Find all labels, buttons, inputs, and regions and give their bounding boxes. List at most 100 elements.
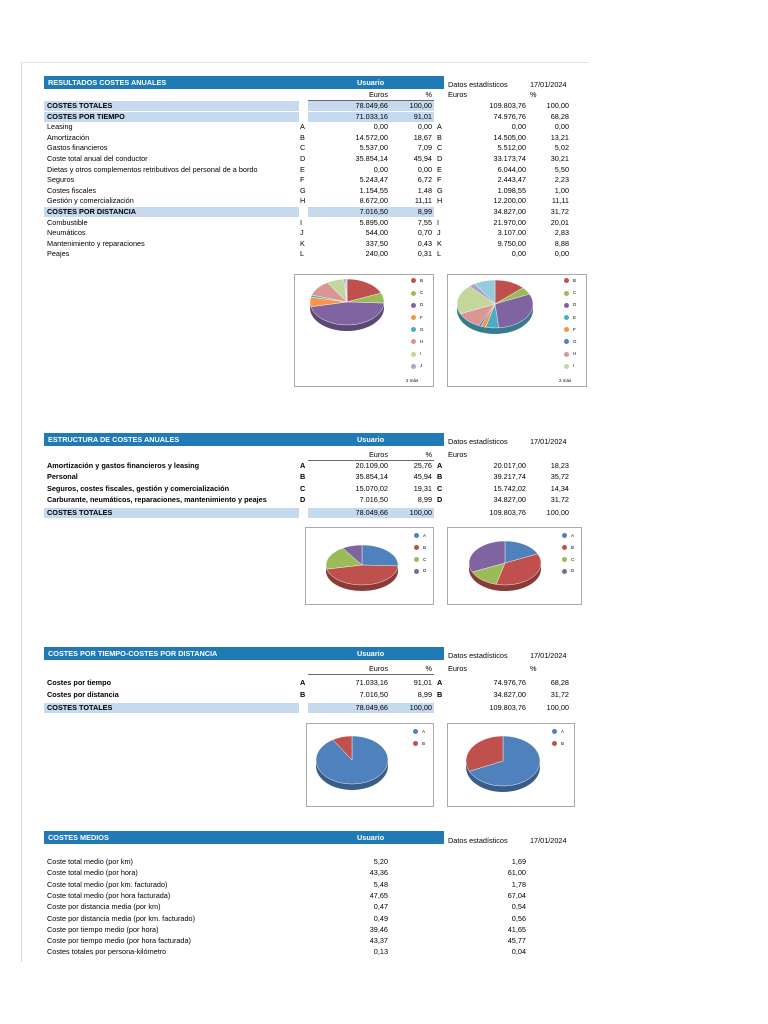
average-user-value: 5,48 xyxy=(373,879,388,889)
stats-label: Datos estadísticos xyxy=(448,437,508,446)
row-stats-pct: 18,23 xyxy=(550,461,569,470)
report-date: 17/01/2024 xyxy=(530,80,567,89)
legend-more[interactable]: 2 más xyxy=(559,377,572,383)
legend-marker xyxy=(564,351,569,357)
row-user-pct: 11,11 xyxy=(414,196,432,206)
legend-label: A xyxy=(561,729,565,734)
row-code: G xyxy=(300,185,306,195)
legend-item: D xyxy=(414,568,426,574)
row-stats-pct: 31,72 xyxy=(550,207,569,216)
row-stats-code: J xyxy=(437,228,441,238)
row-stats-code: C xyxy=(437,143,443,153)
pie-slice-A xyxy=(361,544,399,567)
user-column-label: Usuario xyxy=(357,435,385,444)
total-stats-euros: 109.803,76 xyxy=(489,508,526,517)
legend-item: D xyxy=(411,302,423,308)
row-stats-code: F xyxy=(437,175,442,185)
row-stats-euros: 39.217,74 xyxy=(493,472,526,482)
pie-slice-D xyxy=(494,293,534,329)
row-label: Neumáticos xyxy=(47,228,86,238)
section-header: RESULTADOS COSTES ANUALES Usuario xyxy=(44,76,444,89)
legend-marker xyxy=(413,741,418,747)
row-user-pct: 45,94 xyxy=(413,472,432,482)
row-user-euros: 5.243,47 xyxy=(359,175,388,185)
row-label: Combustible xyxy=(47,217,88,227)
legend-marker xyxy=(564,327,569,333)
pct-header: % xyxy=(425,90,433,99)
row-code: L xyxy=(300,249,305,259)
legend-item: F xyxy=(564,327,576,333)
legend-item: B xyxy=(564,278,577,284)
row-user-pct: 8,99 xyxy=(417,689,432,699)
row-stats-euros: 20.017,00 xyxy=(493,461,526,470)
row-user-pct: 18,67 xyxy=(413,132,432,142)
legend-more[interactable]: 2 más xyxy=(406,377,419,383)
pct-header: % xyxy=(425,664,433,673)
row-code: B xyxy=(300,132,305,142)
row-user-pct: 0,43 xyxy=(417,238,432,248)
row-user-pct: 91,01 xyxy=(413,678,432,687)
legend-label: C xyxy=(420,290,424,296)
legend-marker xyxy=(414,545,419,551)
legend-label: B xyxy=(573,278,577,283)
row-stats-pct: 100,00 xyxy=(546,101,569,110)
row-band-label xyxy=(44,101,299,111)
row-stats-code: D xyxy=(437,154,443,163)
legend-marker xyxy=(562,568,567,574)
row-code: J xyxy=(300,228,304,238)
euros-header: Euros xyxy=(368,664,388,673)
row-stats-pct: 68,28 xyxy=(550,678,569,687)
average-label: Coste total medio (por hora facturada) xyxy=(47,890,171,900)
legend-item: E xyxy=(564,315,576,320)
legend-item: G xyxy=(564,339,577,345)
legend-item: D xyxy=(562,568,574,574)
legend-marker xyxy=(564,339,569,345)
row-code: A xyxy=(300,461,306,470)
row-label: Costes por distancia xyxy=(47,689,119,699)
section-title: RESULTADOS COSTES ANUALES xyxy=(48,78,167,87)
row-user-pct: 0,00 xyxy=(417,122,432,132)
row-stats-euros: 21.970,00 xyxy=(493,217,526,227)
legend-label: B xyxy=(422,740,426,746)
pie-slice-B xyxy=(332,735,353,761)
row-label: Carburante, neumáticos, reparaciones, ma… xyxy=(47,494,267,504)
legend-item: B xyxy=(552,741,564,747)
average-label: Coste total medio (por km) xyxy=(47,857,133,866)
row-stats-pct: 8,88 xyxy=(554,238,569,248)
average-user-value: 5,20 xyxy=(373,857,388,866)
pie-side xyxy=(466,761,540,792)
row-label: Amortización y gastos financieros y leas… xyxy=(47,461,200,470)
section-title: COSTES MEDIOS xyxy=(48,833,109,842)
row-stats-pct: 68,28 xyxy=(550,111,569,121)
legend-label: D xyxy=(573,302,577,308)
row-label: Costes por tiempo xyxy=(47,678,112,687)
row-user-euros: 14.572,00 xyxy=(355,132,388,142)
report-date: 17/01/2024 xyxy=(530,651,567,660)
legend-marker xyxy=(411,339,416,345)
legend-item: A xyxy=(413,729,425,735)
row-label: Personal xyxy=(47,472,78,482)
row-code: C xyxy=(300,143,306,153)
row-stats-euros: 3.107,00 xyxy=(497,228,526,238)
row-stats-code: C xyxy=(437,483,443,493)
legend-label: A xyxy=(423,533,427,538)
pie-slice-I xyxy=(456,285,496,315)
stats-pct-header: % xyxy=(530,90,537,99)
legend-marker xyxy=(411,302,416,308)
pie-slice-A xyxy=(504,540,539,564)
pie-slice-D xyxy=(310,301,385,326)
row-user-pct: 100,00 xyxy=(409,101,432,110)
pie-side xyxy=(457,304,533,334)
total-stats-pct: 100,00 xyxy=(546,508,569,517)
pie-slice-A xyxy=(468,735,541,787)
total-user-euros: 78.049,66 xyxy=(355,703,388,712)
average-user-value: 43,37 xyxy=(369,936,388,946)
row-label: Seguros, costes fiscales, gestión y come… xyxy=(47,483,230,493)
row-user-pct: 25,76 xyxy=(413,461,432,470)
row-user-pct: 19,31 xyxy=(413,483,432,493)
legend-label: H xyxy=(420,339,424,344)
row-stats-code: D xyxy=(437,494,443,504)
row-stats-pct: 20,01 xyxy=(550,217,569,227)
pie-slice-D xyxy=(342,544,363,566)
